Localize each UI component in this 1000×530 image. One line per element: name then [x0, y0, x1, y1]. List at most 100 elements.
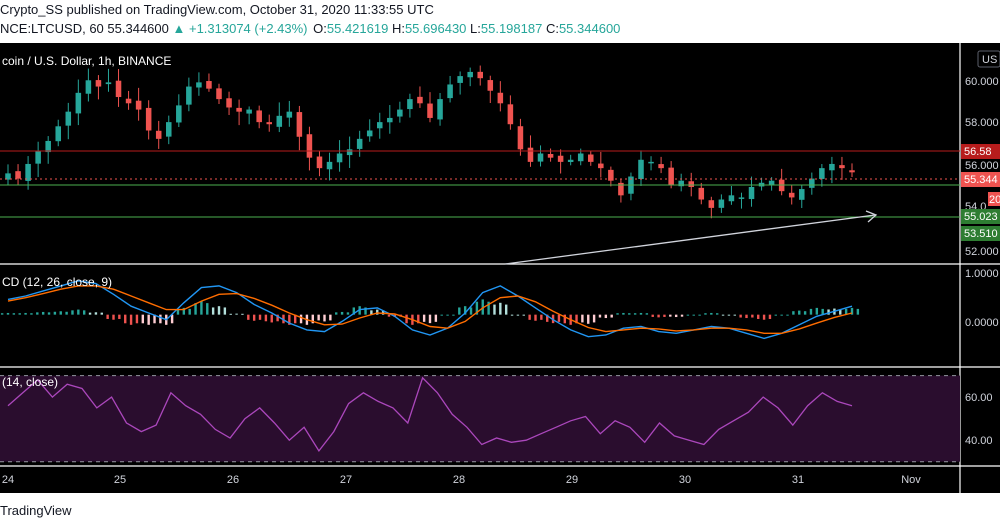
time-tick-label: 25 [114, 474, 126, 486]
macd-histogram-bar [821, 308, 824, 315]
macd-histogram-bar [124, 314, 127, 324]
macd-histogram-bar [288, 314, 291, 325]
macd-histogram-bar [100, 312, 103, 315]
macd-histogram-bar [129, 314, 133, 325]
close-value: 55.344600 [558, 21, 621, 36]
macd-histogram-bar [417, 314, 420, 324]
candle-body [216, 88, 222, 100]
macd-histogram-bar [370, 310, 373, 315]
macd-pane [0, 280, 860, 340]
macd-histogram-bar [317, 314, 320, 321]
candle-body [105, 82, 112, 85]
candle-body [165, 122, 172, 137]
price-pane [0, 65, 960, 265]
macd-histogram-bar [546, 314, 549, 322]
macd-histogram-bar [311, 314, 314, 324]
macd-histogram-bar [352, 307, 356, 315]
time-tick-label: 31 [792, 474, 804, 486]
macd-tick-label: 1.0000 [965, 268, 999, 280]
candle-body [35, 151, 41, 164]
macd-histogram-bar [387, 314, 391, 317]
macd-label: CD (12, 26, close, 9) [2, 275, 112, 289]
candle-body [698, 187, 705, 200]
macd-histogram-bar [674, 314, 678, 318]
candle-body [65, 111, 72, 126]
macd-histogram-bar [182, 307, 186, 315]
macd-histogram-bar [223, 307, 227, 315]
currency-button[interactable]: US [982, 54, 997, 66]
macd-histogram-bar [581, 314, 584, 323]
price-tag [961, 172, 1000, 187]
macd-line [7, 280, 853, 340]
chart-area[interactable]: 60.000 58.000 56.000 54.0 52.000 56.58 55.344 5… [0, 43, 1000, 493]
macd-histogram-bar [475, 301, 479, 315]
candle-body [618, 182, 624, 196]
price-tag-label: 55.023 [964, 211, 998, 223]
macd-histogram-bar [768, 314, 772, 319]
rsi-label: (14, close) [2, 375, 58, 389]
macd-histogram-bar [293, 314, 297, 324]
macd-histogram-bar [481, 299, 484, 315]
macd-histogram-bar [704, 313, 707, 315]
price-tick-label: 52.000 [965, 246, 999, 258]
candle-body [336, 153, 343, 163]
macd-histogram-bar [698, 314, 701, 316]
macd-histogram-bar [762, 314, 766, 320]
candle-body [547, 153, 554, 158]
macd-histogram-bar [616, 313, 619, 315]
candle-body [155, 130, 162, 139]
macd-histogram-bar [622, 312, 625, 315]
rsi-line [7, 376, 853, 453]
time-tick-label: 24 [2, 474, 14, 486]
chart-svg[interactable]: 60.00058.00056.00054.052.00056.5855.3445… [0, 43, 1000, 493]
candle-body [397, 109, 403, 117]
macd-histogram-bar [381, 310, 385, 315]
candle-body [658, 164, 664, 169]
candle-body [708, 200, 715, 208]
candle-body [608, 169, 614, 181]
macd-histogram-bar [94, 312, 98, 315]
macd-histogram-bar [563, 314, 567, 324]
macd-histogram-bar [0, 313, 4, 315]
candle-body [286, 111, 293, 118]
candle-body [437, 99, 443, 120]
candle-body [537, 153, 544, 162]
macd-histogram-bar [510, 314, 514, 316]
macd-histogram-bar [170, 314, 174, 324]
candle-body [668, 167, 674, 185]
rsi-tick-label: 60.00 [965, 392, 993, 404]
macd-histogram-bar [733, 314, 736, 316]
candle-body [176, 105, 182, 123]
countdown-tag-label: 20 [989, 194, 1000, 206]
candle-body [145, 107, 152, 131]
candle-body [326, 161, 333, 170]
macd-histogram-bar [815, 307, 819, 315]
macd-histogram-bar [604, 314, 608, 319]
candle-body [135, 100, 142, 110]
macd-histogram-bar [710, 312, 713, 315]
macd-histogram-bar [633, 313, 637, 315]
macd-histogram-bar [540, 314, 543, 320]
macd-histogram-bar [739, 314, 742, 318]
candle-body [457, 76, 463, 83]
macd-histogram-bar [587, 314, 590, 324]
candle-body [829, 163, 835, 171]
macd-histogram-bar [176, 308, 180, 315]
macd-histogram-bar [329, 314, 332, 321]
macd-histogram-bar [12, 313, 16, 315]
macd-histogram-bar [499, 302, 502, 315]
macd-histogram-bar [493, 304, 496, 315]
macd-histogram-bar [645, 313, 649, 315]
currency-button-box[interactable] [977, 50, 1000, 68]
macd-histogram-bar [77, 309, 80, 315]
price-tick-label: 56.000 [965, 160, 999, 172]
close-label: C: [545, 21, 559, 36]
candle-body [125, 98, 132, 104]
macd-histogram-bar [241, 313, 244, 315]
candle-body [527, 147, 534, 162]
macd-tick-label: 0.0000 [965, 317, 999, 329]
candle-body [788, 192, 795, 198]
time-tick-label: 29 [566, 474, 578, 486]
tradingview-brand[interactable]: TradingView [0, 503, 72, 518]
macd-histogram-bar [440, 314, 443, 316]
